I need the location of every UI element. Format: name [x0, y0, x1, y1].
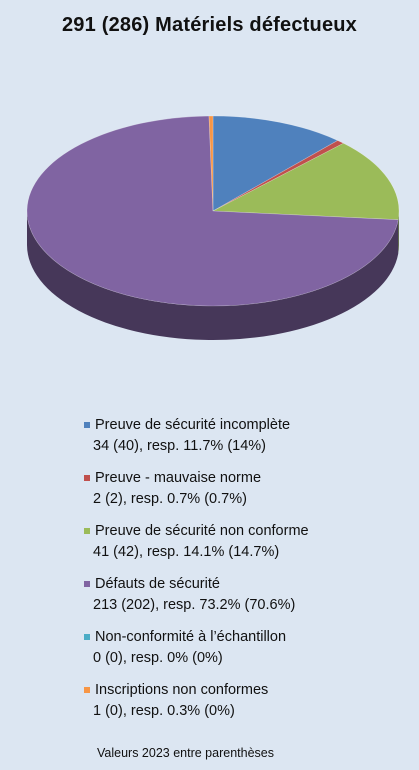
legend-value: 41 (42), resp. 14.1% (14.7%) [93, 544, 280, 560]
legend-value: 34 (40), resp. 11.7% (14%) [93, 438, 267, 454]
legend-entry-1: Preuve de sécurité incomplète 34 (40), re… [84, 416, 404, 469]
legend-value: 2 (2), resp. 0.7% (0.7%) [93, 491, 247, 507]
legend-label: Non-conformité à l’échantillon [95, 629, 287, 645]
legend-value: 0 (0), resp. 0% (0%) [93, 650, 223, 666]
pie-sides [27, 211, 399, 340]
legend-label: Preuve de sécurité non conforme [95, 523, 309, 539]
pie-chart [26, 115, 400, 340]
legend-label: Preuve de sécurité incomplète [95, 417, 291, 433]
pie-slice-2 [212, 140, 345, 212]
pie-slice-1 [212, 115, 339, 212]
legend-swatch [84, 422, 90, 428]
pie-top [26, 115, 400, 307]
legend-swatch [84, 687, 90, 693]
chart-legend: Preuve de sécurité incomplète 34 (40), re… [84, 416, 404, 734]
legend-label: Défauts de sécurité [95, 576, 220, 592]
pie-slice-3 [211, 142, 400, 221]
legend-value: 1 (0), resp. 0.3% (0%) [93, 703, 235, 719]
footnote: Valeurs 2023 entre parenthèses [97, 746, 274, 760]
legend-label: Inscriptions non conformes [95, 682, 269, 698]
pie-side-4 [27, 211, 399, 340]
legend-entry-6: Inscriptions non conformes 1 (0), resp. 0… [84, 681, 404, 734]
legend-entry-4: Défauts de sécurité 213 (202), resp. 73.2… [84, 575, 404, 628]
legend-entry-5: Non-conformité à l’échantillon 0 (0), res… [84, 628, 404, 681]
legend-entry-3: Preuve de sécurité non conforme 41 (42), … [84, 522, 404, 575]
legend-swatch [84, 475, 90, 481]
legend-entry-2: Preuve - mauvaise norme 2 (2), resp. 0.7%… [84, 469, 404, 522]
legend-label: Preuve - mauvaise norme [95, 470, 262, 486]
pie-slice-6 [208, 115, 214, 212]
legend-swatch [84, 634, 90, 640]
legend-value: 213 (202), resp. 73.2% (70.6%) [93, 597, 296, 613]
legend-swatch [84, 528, 90, 534]
pie-side-3 [398, 211, 399, 254]
chart-title: 291 (286) Matériels défectueux [61, 14, 358, 36]
legend-swatch [84, 581, 90, 587]
pie-slice-4 [26, 115, 399, 307]
